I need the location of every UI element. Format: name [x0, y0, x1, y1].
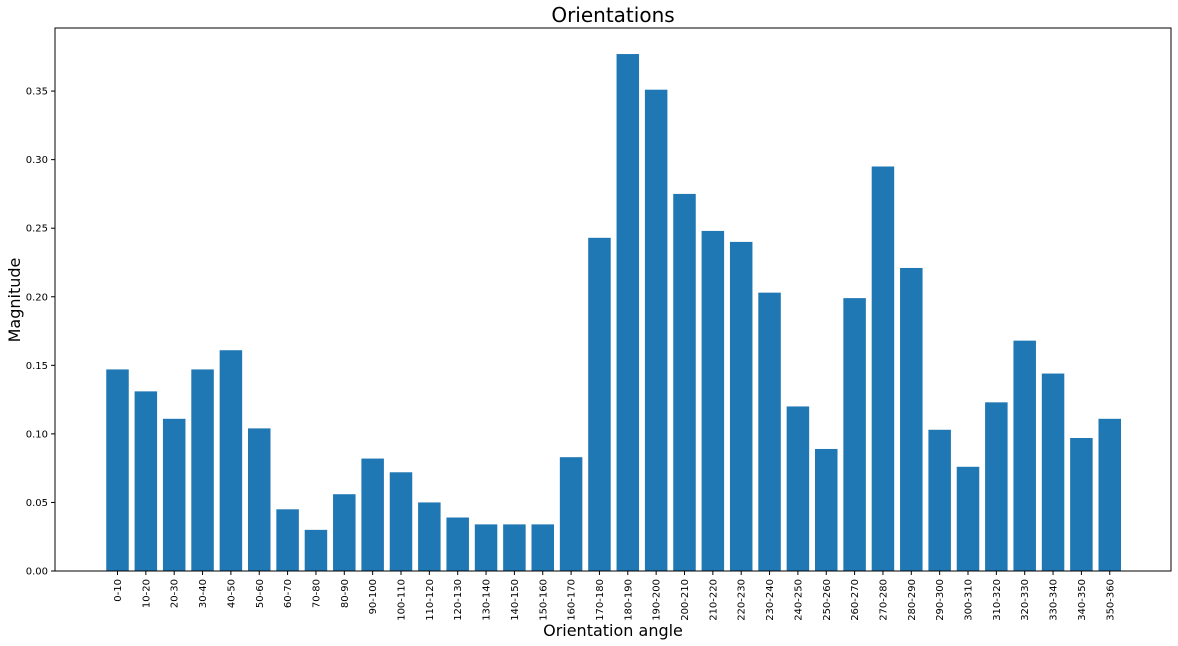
bar-300-310 — [956, 466, 980, 571]
bar-0-10 — [106, 369, 129, 571]
x-tick-label: 350-360 — [1105, 579, 1116, 621]
x-tick-label: 40-50 — [226, 579, 237, 608]
y-tick-label: 0.35 — [26, 87, 48, 98]
bar-250-260 — [815, 448, 838, 571]
bar-30-40 — [191, 369, 214, 571]
bar-120-130 — [446, 517, 469, 571]
chart-title: Orientations — [551, 3, 674, 27]
bar-140-150 — [503, 524, 526, 571]
x-tick-label: 180-190 — [623, 579, 634, 621]
bar-130-140 — [474, 524, 498, 571]
bar-50-60 — [248, 428, 271, 571]
y-axis-label: Magnitude — [5, 258, 24, 343]
y-tick-label: 0.20 — [26, 292, 48, 303]
bar-80-90 — [333, 494, 356, 571]
bar-320-330 — [1013, 340, 1036, 571]
x-tick-label: 10-20 — [141, 579, 152, 608]
y-tick-label: 0.30 — [26, 155, 48, 166]
x-tick-label: 60-70 — [283, 579, 294, 608]
bar-290-300 — [928, 429, 951, 571]
x-axis-label: Orientation angle — [543, 621, 683, 640]
bar-310-320 — [985, 402, 1008, 571]
bar-20-30 — [162, 418, 186, 571]
x-tick-label: 280-290 — [907, 579, 918, 621]
x-tick-label: 190-200 — [652, 579, 663, 621]
x-tick-label: 120-130 — [453, 579, 464, 621]
x-tick-label: 230-240 — [765, 579, 776, 621]
bar-10-20 — [134, 391, 158, 571]
x-tick-label: 160-170 — [567, 579, 578, 621]
y-tick-label: 0.05 — [26, 498, 48, 509]
x-tick-label: 100-110 — [397, 579, 408, 621]
x-tick-label: 310-320 — [992, 579, 1003, 621]
x-tick-label: 320-330 — [1020, 579, 1031, 621]
x-tick-label: 340-350 — [1077, 579, 1088, 621]
bar-110-120 — [418, 502, 441, 571]
bar-330-340 — [1041, 373, 1065, 571]
bar-220-230 — [729, 241, 753, 571]
x-tick-label: 250-260 — [822, 579, 833, 621]
y-tick-label: 0.15 — [26, 361, 48, 372]
x-tick-label: 30-40 — [198, 579, 209, 608]
bar-180-190 — [616, 54, 640, 572]
bar-270-280 — [871, 166, 895, 572]
x-tick-label: 270-280 — [878, 579, 889, 621]
bars-group — [106, 54, 1121, 572]
bar-280-290 — [900, 267, 923, 571]
bar-240-250 — [786, 406, 810, 571]
x-tick-label: 220-230 — [737, 579, 748, 621]
bar-200-210 — [673, 193, 696, 572]
x-tick-label: 80-90 — [340, 579, 351, 608]
bar-340-350 — [1070, 437, 1093, 571]
x-tick-label: 170-180 — [595, 579, 606, 621]
bar-230-240 — [758, 292, 781, 571]
x-tick-label: 290-300 — [935, 579, 946, 621]
bar-350-360 — [1098, 418, 1121, 571]
bar-70-80 — [304, 529, 328, 571]
bar-210-220 — [701, 230, 725, 571]
x-tick-label: 140-150 — [510, 579, 521, 621]
x-tick-label: 130-140 — [482, 579, 493, 621]
bar-190-200 — [644, 89, 668, 571]
bar-40-50 — [219, 350, 243, 571]
bar-150-160 — [531, 524, 554, 571]
x-tick-label: 330-340 — [1049, 579, 1060, 621]
y-tick-label: 0.00 — [26, 567, 48, 578]
y-tick-label: 0.25 — [26, 224, 48, 235]
bar-100-110 — [389, 472, 413, 571]
bar-260-270 — [843, 298, 866, 571]
x-tick-label: 260-270 — [850, 579, 861, 621]
x-tick-label: 210-220 — [708, 579, 719, 621]
x-tick-label: 20-30 — [170, 579, 181, 608]
y-tick-label: 0.10 — [26, 429, 48, 440]
x-tick-label: 150-160 — [538, 579, 549, 621]
x-tick-label: 240-250 — [793, 579, 804, 621]
bar-170-180 — [588, 237, 611, 572]
x-tick-label: 90-100 — [368, 579, 379, 614]
x-tick-label: 110-120 — [425, 579, 436, 621]
x-tick-label: 0-10 — [113, 579, 124, 602]
x-tick-label: 300-310 — [964, 579, 975, 621]
bar-160-170 — [559, 457, 583, 571]
x-tick-label: 50-60 — [255, 579, 266, 608]
bar-60-70 — [276, 509, 299, 571]
x-tick-label: 70-80 — [311, 579, 322, 608]
y-axis-ticks: 0.00 0.05 0.10 0.15 0.20 0.25 0.30 0.35 — [26, 87, 55, 578]
x-axis-ticks: 0-10 10-20 20-30 30-40 40-50 50-60 60-70 70-80 8… — [113, 571, 1116, 621]
plot-frame — [54, 27, 1172, 572]
x-tick-label: 200-210 — [680, 579, 691, 621]
bar-90-100 — [361, 458, 384, 571]
